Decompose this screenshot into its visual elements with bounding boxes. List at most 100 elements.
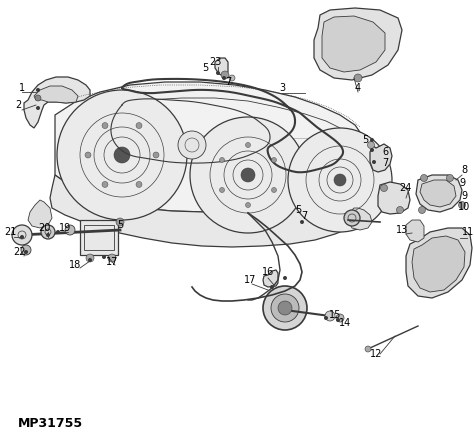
- Circle shape: [344, 210, 360, 226]
- Circle shape: [246, 202, 250, 208]
- Text: 11: 11: [462, 227, 474, 237]
- Polygon shape: [314, 8, 402, 80]
- Circle shape: [419, 207, 426, 214]
- Text: 17: 17: [106, 257, 118, 267]
- Polygon shape: [263, 270, 278, 287]
- Circle shape: [36, 106, 40, 110]
- Text: 18: 18: [69, 260, 81, 270]
- Circle shape: [12, 225, 32, 245]
- Circle shape: [219, 157, 225, 163]
- Text: MP31755: MP31755: [18, 417, 83, 430]
- Circle shape: [88, 258, 92, 262]
- Circle shape: [396, 207, 403, 214]
- Circle shape: [216, 71, 220, 75]
- Circle shape: [24, 250, 28, 254]
- Text: 16: 16: [262, 267, 274, 277]
- Text: 7: 7: [382, 158, 388, 168]
- Text: 4: 4: [355, 83, 361, 93]
- Text: 3: 3: [279, 83, 285, 93]
- Circle shape: [114, 147, 130, 163]
- Circle shape: [221, 71, 229, 79]
- Polygon shape: [416, 175, 462, 212]
- Circle shape: [102, 122, 108, 128]
- Text: 1: 1: [19, 83, 25, 93]
- Circle shape: [246, 142, 250, 148]
- Text: 7: 7: [301, 211, 307, 221]
- Circle shape: [336, 314, 344, 322]
- Polygon shape: [28, 200, 52, 228]
- Circle shape: [336, 318, 340, 322]
- Text: 5: 5: [117, 220, 123, 230]
- Circle shape: [365, 346, 371, 352]
- Text: 6: 6: [382, 147, 388, 157]
- Circle shape: [370, 148, 374, 152]
- Circle shape: [241, 168, 255, 182]
- Circle shape: [278, 301, 292, 315]
- Polygon shape: [370, 144, 392, 172]
- Circle shape: [136, 122, 142, 128]
- Circle shape: [354, 74, 362, 82]
- Polygon shape: [24, 77, 90, 128]
- Text: 9: 9: [461, 191, 467, 201]
- Circle shape: [300, 220, 304, 224]
- Circle shape: [420, 174, 428, 181]
- Circle shape: [136, 181, 142, 187]
- Circle shape: [21, 245, 31, 255]
- Circle shape: [334, 174, 346, 186]
- Circle shape: [116, 218, 124, 226]
- Polygon shape: [378, 182, 410, 214]
- Circle shape: [370, 138, 374, 142]
- Circle shape: [86, 254, 94, 262]
- Text: 20: 20: [38, 223, 50, 233]
- Polygon shape: [406, 220, 424, 242]
- Circle shape: [270, 285, 274, 289]
- Polygon shape: [34, 86, 78, 103]
- Circle shape: [190, 117, 306, 233]
- Text: 15: 15: [329, 310, 341, 320]
- Circle shape: [56, 230, 60, 234]
- Polygon shape: [215, 58, 228, 76]
- Polygon shape: [348, 208, 372, 230]
- Circle shape: [283, 276, 287, 280]
- Circle shape: [36, 88, 40, 92]
- Circle shape: [85, 152, 91, 158]
- Circle shape: [222, 76, 226, 80]
- Text: 10: 10: [458, 202, 470, 212]
- Text: 19: 19: [59, 223, 71, 233]
- Circle shape: [263, 286, 307, 330]
- Polygon shape: [420, 180, 456, 207]
- Polygon shape: [50, 170, 360, 247]
- Text: 2: 2: [15, 100, 21, 110]
- Text: 14: 14: [339, 318, 351, 328]
- Circle shape: [35, 95, 41, 101]
- Text: 22: 22: [14, 247, 26, 257]
- Circle shape: [102, 255, 106, 259]
- Text: 12: 12: [370, 349, 382, 359]
- Circle shape: [46, 233, 50, 237]
- Circle shape: [102, 181, 108, 187]
- Circle shape: [288, 128, 392, 232]
- Text: 13: 13: [396, 225, 408, 235]
- Text: 5: 5: [295, 205, 301, 215]
- Circle shape: [381, 184, 388, 191]
- Circle shape: [325, 311, 335, 321]
- Text: 24: 24: [399, 183, 411, 193]
- Circle shape: [372, 160, 376, 164]
- Circle shape: [324, 316, 328, 320]
- Polygon shape: [322, 16, 385, 72]
- Circle shape: [41, 225, 55, 239]
- Circle shape: [108, 254, 116, 262]
- Circle shape: [271, 294, 299, 322]
- Circle shape: [153, 152, 159, 158]
- Circle shape: [272, 187, 276, 193]
- Polygon shape: [406, 228, 472, 298]
- Text: 5: 5: [362, 135, 368, 145]
- Circle shape: [219, 187, 225, 193]
- Circle shape: [65, 225, 75, 235]
- Circle shape: [178, 131, 206, 159]
- Circle shape: [367, 142, 374, 149]
- Circle shape: [20, 235, 24, 239]
- Text: 21: 21: [4, 227, 16, 237]
- Text: 5: 5: [202, 63, 208, 73]
- Circle shape: [229, 75, 235, 81]
